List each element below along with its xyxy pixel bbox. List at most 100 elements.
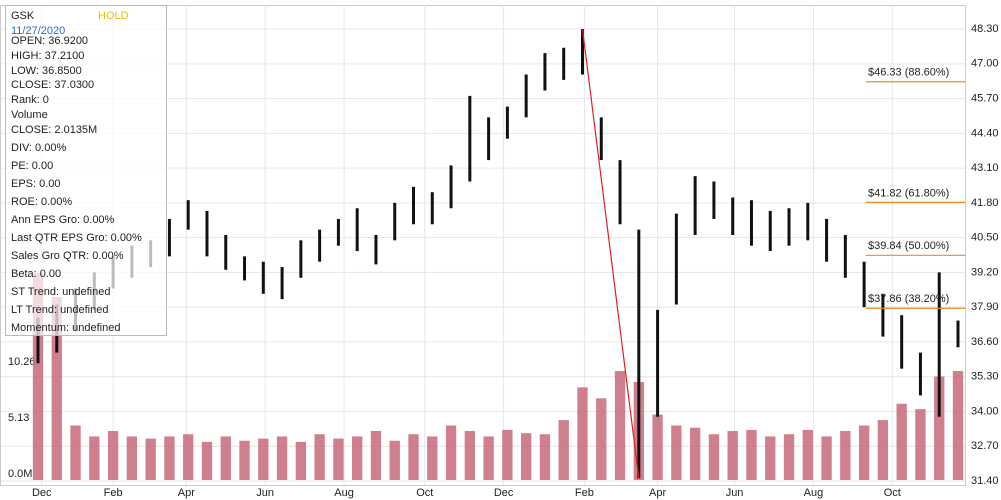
volume-bar bbox=[314, 434, 325, 480]
volume-bar bbox=[689, 427, 701, 480]
volume-bar bbox=[671, 425, 682, 480]
volume-bar bbox=[107, 430, 119, 480]
volume-bar bbox=[389, 440, 400, 480]
volume-bar bbox=[427, 436, 438, 480]
x-tick-label: Dec bbox=[494, 487, 514, 499]
volume-bar bbox=[596, 398, 607, 480]
y-tick-label: 35.30 bbox=[971, 371, 999, 383]
info-line: Last QTR EPS Gro: 0.00% bbox=[11, 232, 142, 244]
info-line: ROE: 0.00% bbox=[11, 196, 73, 208]
x-tick-label: Dec bbox=[32, 487, 52, 499]
volume-bar bbox=[783, 434, 795, 480]
volume-bar bbox=[32, 273, 44, 480]
volume-bar bbox=[333, 438, 344, 480]
info-line: HIGH: 37.2100 bbox=[11, 50, 85, 62]
volume-bar bbox=[464, 430, 475, 480]
x-tick-label: Jun bbox=[256, 487, 274, 499]
x-tick-label: Aug bbox=[334, 487, 354, 499]
volume-bar bbox=[896, 403, 907, 480]
info-line: CLOSE: 2.0135M bbox=[11, 124, 98, 136]
x-tick-label: Feb bbox=[575, 487, 594, 499]
volume-bar bbox=[70, 425, 81, 480]
volume-bar bbox=[239, 440, 250, 480]
volume-bar bbox=[145, 438, 156, 480]
volume-bar bbox=[952, 371, 964, 480]
x-tick-label: Jun bbox=[726, 487, 744, 499]
y-tick-label: 34.00 bbox=[971, 405, 999, 417]
volume-bar bbox=[445, 425, 457, 480]
info-line: LT Trend: undefined bbox=[11, 304, 109, 316]
volume-bar bbox=[483, 436, 494, 480]
volume-bar bbox=[370, 430, 382, 480]
volume-bar bbox=[126, 436, 138, 480]
info-line: Sales Gro QTR: 0.00% bbox=[11, 250, 124, 262]
x-tick-label: Aug bbox=[804, 487, 824, 499]
volume-bar bbox=[802, 429, 813, 480]
fib-label: $46.33 (88.60%) bbox=[868, 67, 949, 79]
x-tick-label: Oct bbox=[884, 487, 901, 499]
info-line: LOW: 36.8500 bbox=[11, 65, 82, 77]
y-tick-label: 48.30 bbox=[971, 23, 999, 35]
y-tick-label: 37.90 bbox=[971, 301, 999, 313]
trend-line bbox=[581, 28, 640, 479]
fib-label: $39.84 (50.00%) bbox=[868, 240, 949, 252]
volume-bar bbox=[821, 436, 832, 480]
volume-bar bbox=[934, 376, 945, 480]
y-tick-label: 31.40 bbox=[971, 475, 999, 487]
y-tick-label: 41.80 bbox=[971, 197, 999, 209]
info-panel: GSK HOLD 11/27/2020 OPEN: 36.9200 HIGH: 3… bbox=[5, 5, 167, 336]
fib-label: $41.82 (61.80%) bbox=[868, 187, 949, 199]
volume-bar bbox=[89, 436, 100, 480]
x-tick-label: Oct bbox=[416, 487, 433, 499]
x-tick-label: Apr bbox=[649, 487, 666, 499]
x-tick-label: Apr bbox=[178, 487, 195, 499]
y-tick-label: 45.70 bbox=[971, 92, 999, 104]
volume-bar bbox=[652, 414, 663, 480]
volume-bar bbox=[220, 436, 231, 480]
volume-bar bbox=[521, 433, 532, 480]
info-line: ST Trend: undefined bbox=[11, 286, 111, 298]
volume-bar bbox=[877, 420, 889, 480]
volume-bar bbox=[201, 441, 213, 480]
y-tick-label: 47.00 bbox=[971, 58, 999, 70]
info-line: PE: 0.00 bbox=[11, 160, 54, 172]
y-tick-label: 36.60 bbox=[971, 336, 999, 348]
y-tick-label: 32.70 bbox=[971, 440, 999, 452]
volume-bar bbox=[577, 387, 588, 480]
fib-label: $37.86 (38.20%) bbox=[868, 293, 949, 305]
volume-tick-label: 0.0M bbox=[8, 468, 32, 480]
info-line: EPS: 0.00 bbox=[11, 178, 61, 190]
volume-bar bbox=[840, 430, 851, 480]
info-line: Rank: 0 bbox=[11, 94, 49, 106]
volume-bar bbox=[276, 436, 288, 480]
volume-tick-label: 10.26 bbox=[8, 356, 36, 368]
volume-bar bbox=[51, 296, 62, 480]
volume-bar bbox=[708, 434, 720, 480]
volume-bar bbox=[765, 436, 776, 480]
date: 11/27/2020 bbox=[11, 25, 66, 37]
volume-bar bbox=[858, 425, 870, 480]
volume-bar bbox=[295, 441, 307, 480]
info-line: Momentum: undefined bbox=[11, 322, 121, 334]
info-line: DIV: 0.00% bbox=[11, 142, 67, 154]
volume-bar bbox=[915, 409, 926, 480]
volume-bar bbox=[746, 429, 757, 480]
info-line: OPEN: 36.9200 bbox=[11, 35, 89, 47]
volume-bar bbox=[164, 436, 175, 480]
volume-bar bbox=[727, 430, 738, 480]
symbol: GSK bbox=[11, 10, 35, 22]
rating: HOLD bbox=[98, 10, 129, 22]
info-line: Volume bbox=[11, 109, 48, 121]
info-line: Ann EPS Gro: 0.00% bbox=[11, 214, 115, 226]
volume-bar bbox=[614, 371, 626, 480]
volume-bar bbox=[258, 438, 269, 480]
y-tick-label: 39.20 bbox=[971, 266, 999, 278]
volume-bar bbox=[539, 434, 551, 480]
volume-bar bbox=[408, 434, 419, 480]
info-line: CLOSE: 37.0300 bbox=[11, 79, 95, 91]
info-line: Beta: 0.00 bbox=[11, 268, 62, 280]
volume-bar bbox=[352, 436, 363, 480]
x-tick-label: Feb bbox=[104, 487, 123, 499]
y-tick-label: 43.10 bbox=[971, 162, 999, 174]
